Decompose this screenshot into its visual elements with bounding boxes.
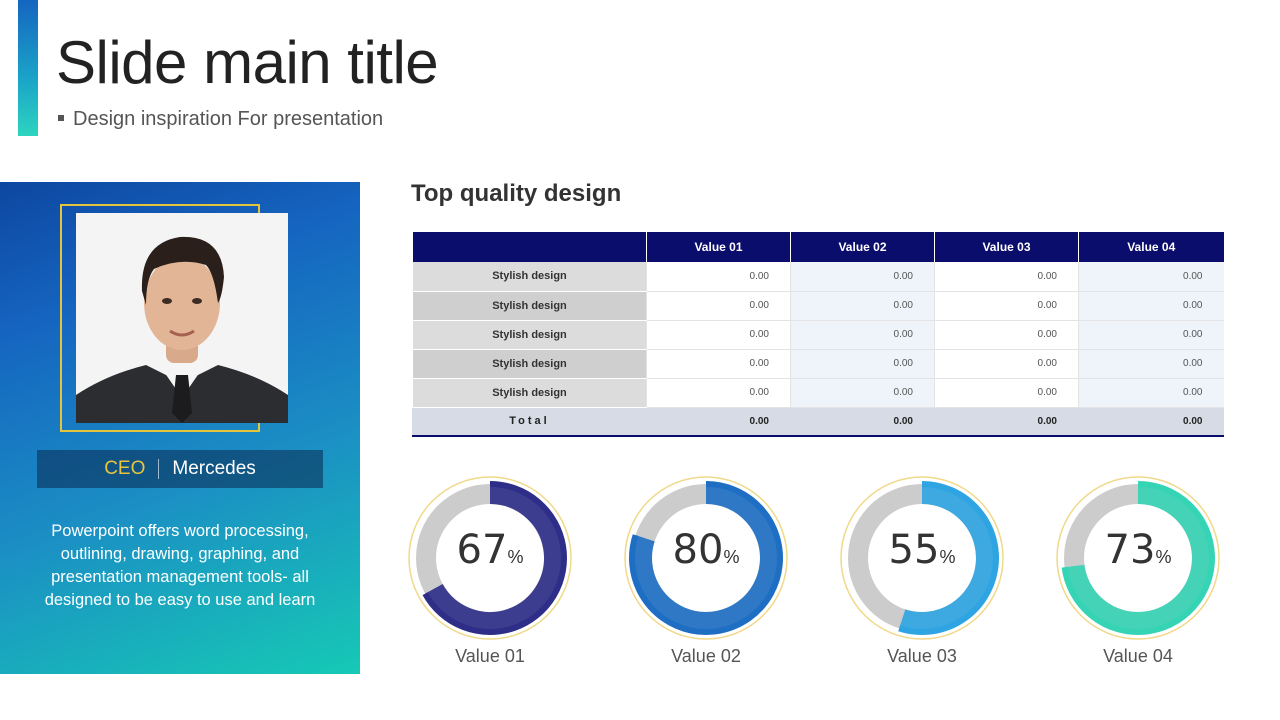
gauge-value: 73	[1104, 527, 1156, 573]
section-title: Top quality design	[411, 180, 622, 207]
gauge-label: Value 03	[887, 646, 957, 666]
person-photo-icon	[76, 213, 288, 423]
table-cell: 0.00	[1078, 349, 1224, 379]
donut-gauge: 67% Value 01	[406, 474, 574, 674]
donut-gauge: 80% Value 02	[622, 474, 790, 674]
column-header: Value 01	[646, 232, 791, 262]
gauge-percent: 73%	[1054, 527, 1222, 573]
table-cell: 0.00	[934, 291, 1079, 321]
gauge-label: Value 04	[1103, 646, 1173, 666]
column-header: Value 02	[790, 232, 935, 262]
gauge-label: Value 02	[671, 646, 741, 666]
table-total-row: Total 0.00 0.00 0.00 0.00	[412, 407, 1224, 437]
table-cell: 0.00	[1078, 320, 1224, 350]
gauge-unit: %	[723, 547, 740, 567]
table-cell: 0.00	[934, 320, 1079, 350]
gauge-unit: %	[507, 547, 524, 567]
table-cell: 0.00	[790, 378, 935, 408]
gauge-value: 67	[456, 527, 508, 573]
bullet-icon	[58, 114, 64, 121]
donut-chart	[624, 476, 788, 640]
gauge-value-arc	[425, 484, 564, 632]
gauge-value-arc	[632, 484, 780, 632]
gauge-value-outer-arc	[422, 481, 567, 635]
table-row: Stylish design 0.00 0.00 0.00 0.00	[412, 262, 1224, 292]
page-subtitle: Design inspiration For presentation	[58, 108, 383, 131]
column-header	[412, 232, 647, 262]
donut-chart	[840, 476, 1004, 640]
total-cell: 0.00	[1078, 407, 1224, 437]
row-label: Stylish design	[412, 291, 647, 321]
total-cell: 0.00	[646, 407, 791, 437]
table-cell: 0.00	[790, 320, 935, 350]
subtitle-text: Design inspiration For presentation	[73, 108, 384, 130]
row-label: Stylish design	[412, 320, 647, 350]
title-accent-bar	[18, 0, 38, 136]
column-header: Value 04	[1078, 232, 1224, 262]
name-separator	[158, 459, 160, 479]
table-cell: 0.00	[646, 262, 791, 292]
table-cell: 0.00	[1078, 262, 1224, 292]
total-label: Total	[412, 407, 647, 437]
gauge-value-outer-arc	[1061, 481, 1215, 635]
table-cell: 0.00	[1078, 291, 1224, 321]
table-cell: 0.00	[646, 320, 791, 350]
gauge-value: 55	[888, 527, 940, 573]
page-title: Slide main title	[56, 29, 439, 96]
gauge-value-arc	[1064, 484, 1212, 632]
column-header: Value 03	[934, 232, 1079, 262]
table-row: Stylish design 0.00 0.00 0.00 0.00	[412, 378, 1224, 408]
table-cell: 0.00	[790, 349, 935, 379]
gauge-label: Value 01	[455, 646, 525, 666]
donut-gauge: 55% Value 03	[838, 474, 1006, 674]
table-row: Stylish design 0.00 0.00 0.00 0.00	[412, 291, 1224, 321]
gauge-percent: 67%	[406, 527, 574, 573]
gauge-unit: %	[1155, 547, 1172, 567]
table-cell: 0.00	[790, 291, 935, 321]
table-cell: 0.00	[790, 262, 935, 292]
person-name: Mercedes	[172, 458, 256, 479]
gauge-value: 80	[672, 527, 724, 573]
profile-panel: CEO Mercedes Powerpoint offers word proc…	[0, 182, 360, 674]
total-cell: 0.00	[934, 407, 1079, 437]
gauge-percent: 55%	[838, 527, 1006, 573]
profile-description: Powerpoint offers word processing, outli…	[44, 522, 316, 609]
table-cell: 0.00	[646, 349, 791, 379]
donut-gauge: 73% Value 04	[1054, 474, 1222, 674]
gauge-unit: %	[939, 547, 956, 567]
role-label: CEO	[104, 458, 146, 479]
row-label: Stylish design	[412, 378, 647, 408]
row-label: Stylish design	[412, 349, 647, 379]
table-header-row: Value 01 Value 02 Value 03 Value 04	[412, 232, 1224, 262]
row-label: Stylish design	[412, 262, 647, 292]
table-row: Stylish design 0.00 0.00 0.00 0.00	[412, 349, 1224, 379]
gauge-value-outer-arc	[898, 481, 999, 635]
data-table: Value 01 Value 02 Value 03 Value 04 Styl…	[412, 232, 1224, 437]
table-cell: 0.00	[934, 349, 1079, 379]
donut-chart	[408, 476, 572, 640]
gauge-value-arc	[899, 484, 996, 632]
gauge-value-outer-arc	[629, 481, 783, 635]
table-cell: 0.00	[646, 291, 791, 321]
table-row: Stylish design 0.00 0.00 0.00 0.00	[412, 320, 1224, 350]
gauge-percent: 80%	[622, 527, 790, 573]
table-cell: 0.00	[934, 262, 1079, 292]
table-cell: 0.00	[646, 378, 791, 408]
table-cell: 0.00	[934, 378, 1079, 408]
name-bar: CEO Mercedes	[37, 450, 323, 488]
profile-photo	[76, 213, 288, 423]
total-cell: 0.00	[790, 407, 935, 437]
table-cell: 0.00	[1078, 378, 1224, 408]
donut-chart	[1056, 476, 1220, 640]
